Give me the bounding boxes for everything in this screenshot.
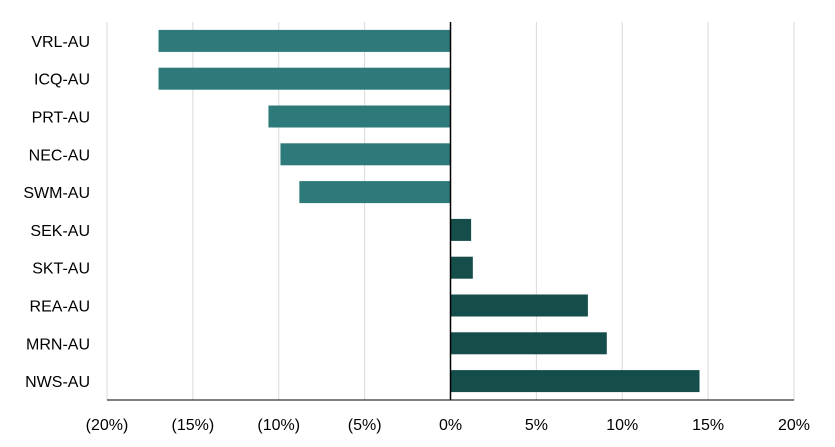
- category-label: REA-AU: [30, 299, 90, 316]
- x-tick-label: 10%: [606, 417, 638, 434]
- bar: [280, 143, 451, 166]
- category-label: SWM-AU: [23, 185, 90, 202]
- bar: [450, 332, 607, 355]
- axes: [107, 22, 794, 401]
- category-label: SKT-AU: [32, 261, 90, 278]
- bar: [299, 181, 451, 204]
- labels: (20%) (15%) (10%) (5%) 0% 5% 10% 15% 20% VRL-AU IC…: [23, 34, 810, 434]
- x-tick-label: 20%: [778, 417, 810, 434]
- bars: [158, 29, 700, 393]
- category-label: ICQ-AU: [34, 72, 90, 89]
- category-label: PRT-AU: [32, 110, 90, 127]
- x-tick-label: 0%: [439, 417, 462, 434]
- bar: [158, 67, 451, 90]
- bar: [450, 294, 588, 317]
- x-tick-label: 15%: [692, 417, 724, 434]
- x-tick-label: (15%): [172, 417, 215, 434]
- category-label: NWS-AU: [25, 374, 90, 391]
- bar: [268, 105, 451, 128]
- category-label: VRL-AU: [31, 34, 90, 51]
- category-label: NEC-AU: [29, 147, 90, 164]
- bar: [450, 218, 472, 241]
- bar: [450, 256, 473, 279]
- bar: [450, 370, 700, 393]
- x-tick-label: (5%): [348, 417, 382, 434]
- category-label: SEK-AU: [30, 223, 90, 240]
- category-label: MRN-AU: [26, 336, 90, 353]
- x-tick-label: 5%: [525, 417, 548, 434]
- x-tick-label: (10%): [257, 417, 300, 434]
- x-tick-label: (20%): [86, 417, 129, 434]
- bar: [158, 29, 451, 52]
